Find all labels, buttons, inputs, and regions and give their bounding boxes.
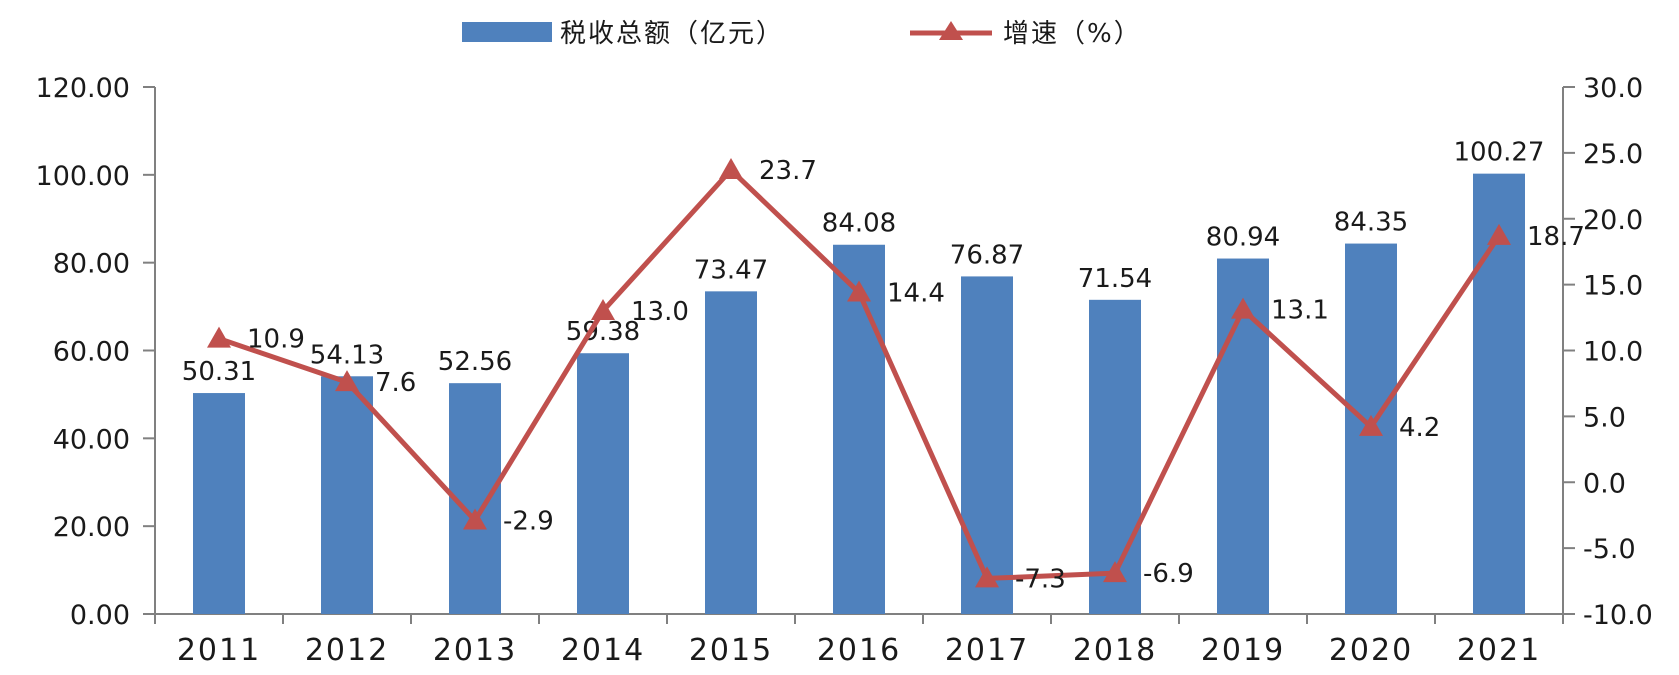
line-point-marker [1231, 297, 1255, 319]
x-ticks: 2011 2012 2013 2014 2015 2016 2017 2018 2019 2020… [154, 614, 1564, 668]
y-right-tick-label: 10.0 [1583, 337, 1643, 368]
line-point-marker [207, 326, 231, 348]
line-point-marker [591, 298, 615, 320]
x-tick-label: 2020 [1329, 633, 1413, 668]
y-left-tick-label: 100.00 [36, 161, 130, 192]
bar-value-label: 84.35 [1334, 208, 1408, 238]
line-value-label: -6.9 [1143, 559, 1194, 589]
x-tick-label: 2016 [817, 633, 901, 668]
y-right-tick-label: 15.0 [1583, 271, 1643, 302]
line-value-label: 14.4 [887, 279, 945, 309]
bar [1473, 173, 1525, 614]
line-point-marker [1103, 561, 1127, 583]
y-left-ticks: 0.00 20.00 40.00 60.00 80.00 100.00 120.00 [36, 73, 155, 631]
line-value-label: 7.6 [375, 368, 416, 398]
line-value-label: 18.7 [1527, 222, 1585, 252]
y-right-tick-label: 25.0 [1583, 139, 1643, 170]
line-series [207, 158, 1511, 588]
y-right-tick-label: -5.0 [1583, 534, 1636, 565]
bar [193, 393, 245, 614]
line-point-marker [1359, 414, 1383, 436]
legend: 税收总额（亿元） 增速（%） [462, 19, 1142, 49]
x-tick-label: 2021 [1457, 633, 1541, 668]
y-right-ticks: -10.0 -5.0 0.0 5.0 10.0 15.0 20.0 25.0 30.0 [1563, 73, 1653, 631]
bar-value-label: 73.47 [694, 255, 768, 285]
line-point-marker [335, 370, 359, 392]
bar-value-label: 100.27 [1454, 138, 1545, 168]
bar-value-label: 59.38 [566, 317, 640, 347]
y-right-tick-label: 0.0 [1583, 468, 1626, 499]
line-value-label: 13.1 [1271, 296, 1329, 326]
legend-bar-swatch [462, 22, 552, 42]
bar-value-label: 52.56 [438, 347, 512, 377]
line-value-label: 4.2 [1399, 413, 1440, 443]
line-point-marker [847, 280, 871, 302]
line-point-marker [719, 158, 743, 180]
x-tick-label: 2017 [945, 633, 1029, 668]
y-left-tick-label: 40.00 [53, 424, 130, 455]
y-left-tick-label: 120.00 [36, 73, 130, 104]
bar-value-labels: 50.31 54.13 52.56 59.38 73.47 84.08 76.87 71.54… [182, 138, 1545, 387]
legend-line-label: 增速（%） [1003, 19, 1142, 49]
line-point-marker [463, 508, 487, 530]
x-tick-label: 2013 [433, 633, 517, 668]
bar-value-label: 50.31 [182, 357, 256, 387]
x-tick-label: 2018 [1073, 633, 1157, 668]
bar-value-label: 71.54 [1078, 264, 1152, 294]
bar-value-label: 80.94 [1206, 223, 1280, 253]
legend-bar-label: 税收总额（亿元） [560, 19, 784, 49]
bar-value-label: 76.87 [950, 240, 1024, 270]
x-tick-label: 2014 [561, 633, 645, 668]
x-tick-label: 2012 [305, 633, 389, 668]
line-value-label: -2.9 [503, 506, 554, 536]
y-right-tick-label: 20.0 [1583, 205, 1643, 236]
bar-value-label: 84.08 [822, 209, 896, 239]
x-tick-label: 2015 [689, 633, 773, 668]
line-point-marker [1487, 223, 1511, 245]
line-value-label: 10.9 [247, 325, 305, 355]
line-value-label: 13.0 [631, 297, 689, 327]
x-tick-label: 2011 [177, 633, 261, 668]
line-value-label: 23.7 [759, 156, 817, 186]
y-right-tick-label: -10.0 [1583, 600, 1653, 631]
bar [833, 244, 885, 615]
bar-value-label: 54.13 [310, 340, 384, 370]
bar [577, 353, 629, 614]
bar [705, 291, 757, 614]
x-tick-label: 2019 [1201, 633, 1285, 668]
legend-line-marker-icon [939, 21, 963, 40]
bar-series [193, 173, 1525, 615]
bar [321, 376, 373, 614]
y-left-tick-label: 80.00 [53, 249, 130, 280]
line-value-labels: 10.9 7.6 -2.9 13.0 23.7 14.4 -7.3 -6.9 13.1 4.2 18… [247, 156, 1585, 594]
y-right-tick-label: 5.0 [1583, 402, 1626, 433]
y-left-tick-label: 20.00 [53, 512, 130, 543]
y-left-tick-label: 0.00 [70, 600, 130, 631]
line-point-marker [975, 566, 999, 588]
y-left-tick-label: 60.00 [53, 337, 130, 368]
line-value-label: -7.3 [1015, 564, 1066, 594]
bar [961, 276, 1013, 614]
y-right-tick-label: 30.0 [1583, 73, 1643, 104]
